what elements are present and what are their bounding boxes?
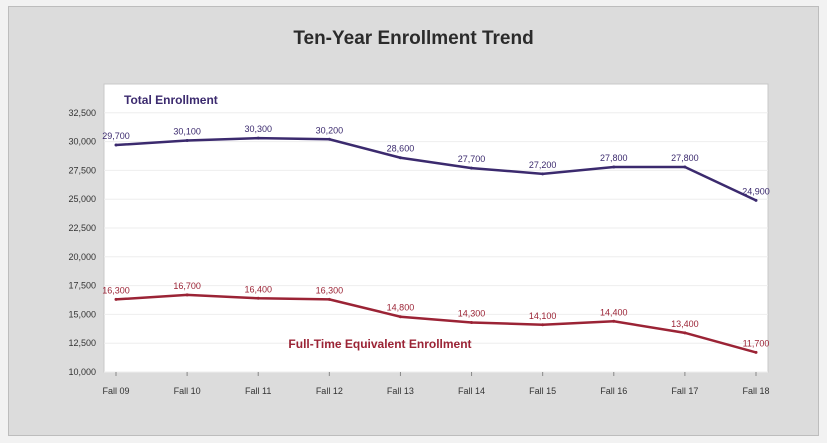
series-1: 16,300 16,700 16,400 16,300 14,800 14,300 14,1…	[102, 281, 769, 354]
y-tick-label: 20,000	[68, 252, 96, 262]
x-tick-label: Fall 16	[600, 386, 627, 396]
data-point	[541, 323, 545, 327]
data-point	[114, 297, 118, 301]
data-point	[327, 297, 331, 301]
data-label: 16,700	[173, 281, 201, 291]
data-point	[398, 315, 402, 319]
data-label: 16,400	[244, 284, 272, 294]
data-label: 14,300	[458, 308, 486, 318]
y-axis-ticks: 10,000 12,500 15,000 17,500 20,000 22,500 25,0…	[68, 108, 96, 377]
y-tick-label: 12,500	[68, 338, 96, 348]
data-label: 27,800	[671, 153, 699, 163]
series-name-label: Full-Time Equivalent Enrollment	[288, 337, 471, 351]
y-tick-label: 15,000	[68, 309, 96, 319]
data-label: 30,100	[173, 126, 201, 136]
y-tick-label: 30,000	[68, 137, 96, 147]
gridlines	[104, 112, 768, 373]
data-point	[185, 138, 189, 142]
data-label: 29,700	[102, 131, 130, 141]
series-layer: 29,700 30,100 30,300 30,200 28,600 27,700 27,2…	[102, 93, 770, 354]
data-point	[256, 296, 260, 300]
data-label: 11,700	[743, 338, 770, 348]
data-label: 14,400	[600, 307, 628, 317]
data-label: 27,800	[600, 153, 628, 163]
x-tick-label: Fall 14	[458, 386, 485, 396]
y-tick-label: 22,500	[68, 223, 96, 233]
data-point	[470, 320, 474, 324]
data-point	[683, 331, 687, 335]
series-line	[115, 293, 757, 354]
y-tick-label: 27,500	[68, 165, 96, 175]
x-axis-ticks: Fall 09 Fall 10 Fall 11 Fall 12 Fall 13 Fall …	[102, 372, 770, 396]
series-name-label: Total Enrollment	[124, 93, 218, 107]
x-tick-label: Fall 12	[316, 386, 343, 396]
x-tick-label: Fall 13	[387, 386, 414, 396]
data-point	[683, 165, 687, 169]
data-point	[185, 293, 189, 297]
data-label: 30,200	[316, 125, 344, 135]
data-label: 27,700	[458, 154, 486, 164]
x-tick-label: Fall 11	[245, 386, 271, 396]
data-label: 24,900	[742, 186, 770, 196]
data-point	[612, 319, 616, 323]
x-tick-label: Fall 17	[671, 386, 698, 396]
data-point	[398, 156, 402, 160]
data-point	[470, 166, 474, 170]
data-point	[754, 350, 758, 354]
x-tick-label: Fall 10	[174, 386, 201, 396]
data-point	[754, 198, 758, 202]
data-point	[114, 143, 118, 147]
series-line	[115, 136, 757, 202]
data-label: 28,600	[387, 144, 415, 154]
x-tick-label: Fall 18	[742, 386, 769, 396]
x-tick-label: Fall 15	[529, 386, 556, 396]
y-tick-label: 17,500	[68, 281, 96, 291]
data-label: 16,300	[316, 285, 344, 295]
data-point	[612, 165, 616, 169]
data-label: 14,800	[387, 303, 415, 313]
x-tick-label: Fall 09	[102, 386, 129, 396]
data-label: 30,300	[244, 124, 272, 134]
series-0: 29,700 30,100 30,300 30,200 28,600 27,700 27,2…	[102, 93, 770, 202]
data-point	[327, 137, 331, 141]
data-point	[256, 136, 260, 140]
chart-title: Ten-Year Enrollment Trend	[293, 28, 534, 49]
data-label: 14,100	[529, 311, 557, 321]
y-tick-label: 10,000	[68, 367, 96, 377]
data-point	[541, 172, 545, 176]
data-label: 16,300	[102, 285, 130, 295]
y-tick-label: 25,000	[68, 194, 96, 204]
data-label: 13,400	[671, 319, 699, 329]
data-label: 27,200	[529, 160, 557, 170]
y-tick-label: 32,500	[68, 108, 96, 118]
